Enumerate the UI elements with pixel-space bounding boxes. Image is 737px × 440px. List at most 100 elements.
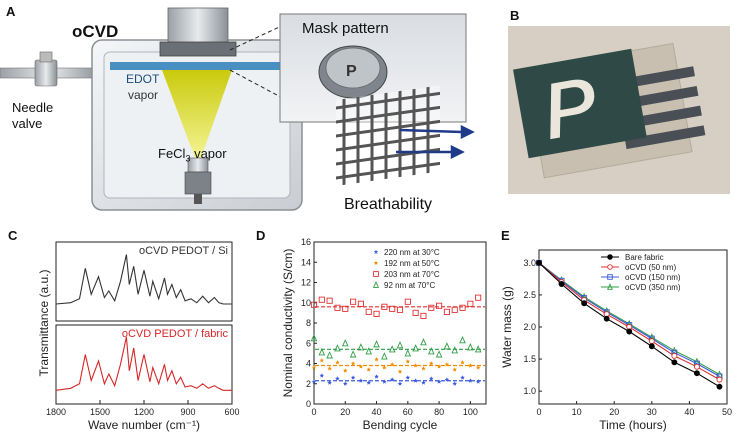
panel-d-letter: D — [256, 228, 266, 243]
point-1-12 — [405, 359, 411, 364]
point-0-7 — [366, 380, 371, 385]
point-3-16 — [435, 350, 443, 358]
y-axis-label: Transmittance (a.u.) — [37, 270, 51, 377]
legend-label-0: 220 nm at 30°C — [384, 248, 440, 257]
point-1-8 — [716, 376, 723, 383]
point-3-21 — [474, 345, 482, 353]
point-1-17 — [444, 362, 450, 367]
point-0-21 — [475, 379, 481, 384]
y-tick-label-0: 0 — [306, 399, 311, 409]
x-tick-label-5: 50 — [722, 407, 732, 417]
point-1-13 — [413, 363, 418, 368]
y-tick-label-7: 14 — [301, 257, 311, 267]
conductivity-chart: 0 2 4 6 8 10 12 14 16 0 20 40 60 80 100 220 nm at 30°C 1… — [281, 237, 487, 432]
point-0-10 — [389, 377, 395, 382]
y-tick-label-3: 6 — [306, 338, 311, 348]
legend-label-1: 192 nm at 50°C — [384, 259, 440, 268]
point-1-4 — [343, 368, 348, 373]
point-0-17 — [444, 377, 450, 382]
series-group-3 — [310, 334, 485, 360]
y-tick-label-1: 1.5 — [523, 354, 536, 364]
fecl3-vapor-word: vapor — [190, 146, 227, 161]
fecl3-vapor-cone — [162, 70, 232, 158]
point-3-13 — [412, 344, 419, 352]
point-2-1 — [318, 296, 325, 303]
fecl3-vapor-label: FeCl3 vapor — [158, 146, 227, 164]
x-axis-label: Time (hours) — [599, 418, 667, 432]
point-3-1 — [318, 348, 326, 356]
mask-pattern-label: Mask pattern — [302, 20, 389, 37]
point-2-8 — [373, 310, 380, 317]
point-1-2 — [327, 366, 332, 371]
x-tick-label-3: 900 — [180, 407, 195, 417]
needle-valve-label: Needle valve — [12, 100, 54, 131]
point-3-9 — [381, 352, 388, 360]
legend-marker-1 — [373, 260, 379, 265]
x-tick-label-1: 10 — [572, 407, 582, 417]
point-2-19 — [459, 304, 466, 311]
legend-marker-3 — [607, 283, 613, 290]
ocvd-chamber-illustration: P — [0, 7, 475, 211]
point-0-0 — [536, 259, 542, 266]
point-0-5 — [648, 343, 655, 350]
series-label-1: oCVD PEDOT / fabric — [122, 328, 229, 340]
point-3-20 — [467, 343, 474, 351]
x-tick-label-3: 60 — [403, 407, 413, 417]
point-1-6 — [671, 352, 678, 359]
x-tick-label-4: 600 — [224, 407, 239, 417]
point-1-3 — [335, 360, 340, 365]
point-3-2 — [326, 351, 333, 359]
x-tick-label-1: 1500 — [90, 407, 110, 417]
point-3-0 — [310, 334, 318, 342]
y-tick-label-6: 12 — [301, 278, 311, 288]
point-2-5 — [350, 298, 357, 305]
point-3-14 — [420, 338, 427, 346]
x-tick-label-2: 1200 — [134, 407, 154, 417]
legend-label-0: Bare fabric — [625, 253, 664, 262]
ocvd-title: oCVD — [72, 22, 119, 41]
point-2-3 — [334, 304, 341, 311]
point-0-1 — [558, 281, 565, 287]
point-1-14 — [421, 366, 426, 371]
point-3-7 — [365, 347, 373, 355]
panel-c: C oCVD PEDOT / Si oCVD PEDOT / fabric 1800… — [0, 228, 250, 435]
point-0-4 — [626, 328, 633, 335]
panel-b-letter: B — [510, 8, 520, 23]
point-1-5 — [350, 361, 356, 366]
point-2-9 — [381, 303, 388, 310]
point-0-7 — [693, 370, 700, 377]
point-0-14 — [421, 380, 426, 385]
legend-marker-0 — [607, 254, 613, 260]
point-2-14 — [420, 312, 427, 319]
point-2-11 — [396, 306, 404, 313]
point-3-11 — [396, 341, 404, 349]
x-tick-label-1: 20 — [340, 407, 350, 417]
point-0-2 — [327, 380, 332, 385]
x-tick-label-5: 100 — [463, 407, 478, 417]
point-0-9 — [382, 379, 387, 384]
series-line-1 — [55, 336, 232, 391]
point-0-4 — [343, 381, 348, 386]
point-0-8 — [716, 383, 723, 390]
panel-d: D 0 2 4 6 8 10 12 14 16 0 20 40 60 80 100 220 nm at 30°… — [250, 228, 493, 435]
point-1-19 — [460, 360, 465, 365]
point-1-0 — [311, 365, 317, 370]
legend-label-3: oCVD (350 nm) — [625, 283, 681, 292]
y-tick-label-1: 2 — [306, 379, 311, 389]
breathability-label: Breathability — [344, 196, 433, 213]
x-tick-label-0: 0 — [536, 407, 541, 417]
point-0-8 — [374, 374, 379, 379]
spectrum-box-top — [55, 241, 233, 322]
x-tick-label-2: 20 — [609, 407, 619, 417]
point-3-15 — [427, 347, 435, 355]
bottom-nozzle — [184, 157, 212, 204]
point-2-4 — [342, 305, 349, 312]
point-1-11 — [397, 369, 403, 374]
point-1-20 — [468, 363, 473, 368]
point-0-12 — [405, 375, 411, 380]
point-1-21 — [475, 365, 481, 370]
ftir-chart: oCVD PEDOT / Si oCVD PEDOT / fabric 1800 15… — [37, 241, 240, 432]
point-1-7 — [366, 367, 371, 372]
point-0-3 — [335, 376, 340, 381]
point-0-6 — [671, 359, 678, 366]
